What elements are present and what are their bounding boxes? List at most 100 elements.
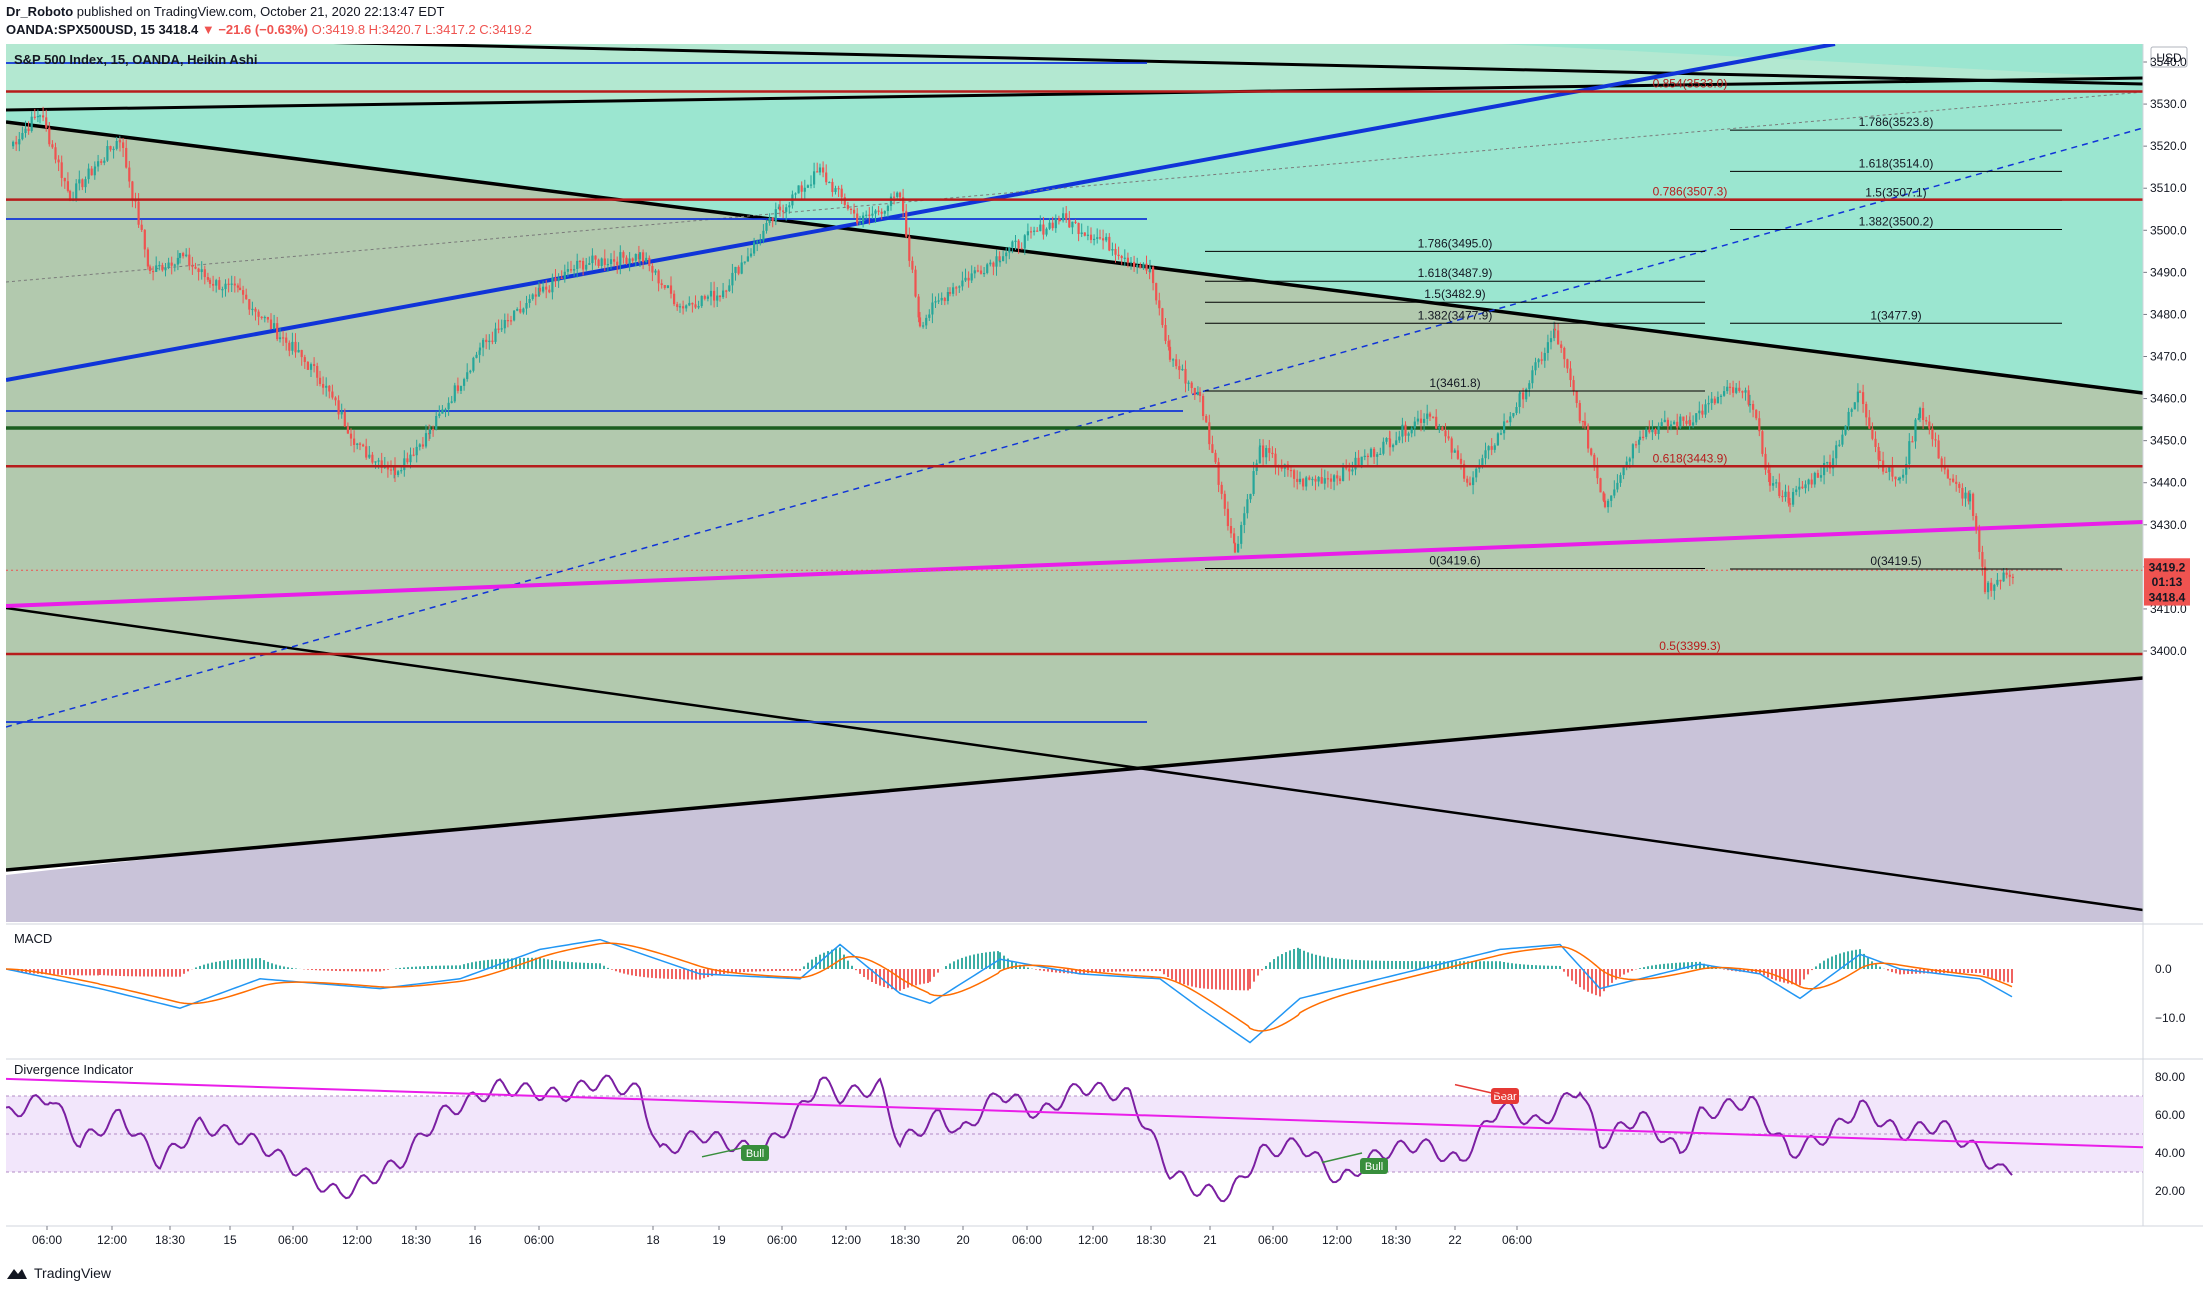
author-name[interactable]: Dr_Roboto — [6, 4, 74, 19]
candle-body — [1931, 428, 1934, 440]
candle-body — [1755, 409, 1758, 419]
candle-body — [1877, 446, 1880, 460]
candle-body — [2002, 572, 2005, 582]
candle-body — [877, 210, 880, 212]
candle-body — [1744, 390, 1747, 393]
candle-body — [1553, 328, 1557, 331]
candle-body — [1376, 454, 1379, 457]
candle-body — [106, 146, 109, 161]
candle-body — [397, 471, 400, 475]
candle-body — [1569, 368, 1572, 381]
candle-body — [1943, 465, 1946, 470]
candle-body — [1148, 267, 1152, 272]
candle-body — [1651, 428, 1654, 433]
candle-body — [248, 299, 251, 310]
divergence-axis: 80.00 60.00 40.00 20.00 — [2155, 1070, 2185, 1198]
candle-body — [1826, 462, 1829, 464]
candle-body — [1525, 389, 1528, 400]
trendlines[interactable] — [6, 35, 2143, 912]
candle-body — [1246, 499, 1249, 514]
macd-pane[interactable]: MACD 0.0 −10.0 — [6, 931, 2186, 1044]
candle-body — [1023, 235, 1026, 249]
candle-body — [889, 196, 893, 206]
candle-body — [874, 210, 877, 214]
time-axis[interactable]: 06:00 12:00 18:30 15 06:00 12:00 18:30 16 06:00 1… — [32, 1226, 1532, 1247]
bull-divergence-line — [1321, 1152, 1363, 1164]
price-axis[interactable]: USD 3540.0 3530.0 3520.0 3510.0 3500.0 3490.0… — [2143, 44, 2203, 922]
candle-body — [1441, 426, 1444, 431]
fib-label: 0(3419.6) — [1429, 554, 1480, 568]
candle-body — [1645, 429, 1648, 437]
time-tick-label: 18:30 — [890, 1233, 920, 1247]
candle-body — [622, 252, 625, 258]
candle-body — [1298, 478, 1302, 482]
candle-body — [1557, 330, 1560, 345]
candle-body — [63, 177, 66, 182]
candle-body — [1329, 478, 1333, 482]
candle-body — [1308, 477, 1311, 480]
candle-body — [1164, 324, 1167, 341]
candle-body — [1326, 478, 1329, 480]
candle-body — [1810, 479, 1813, 485]
candle-body — [534, 294, 537, 297]
fib-label: 1.618(3487.9) — [1418, 266, 1493, 280]
candle-body — [1289, 469, 1293, 472]
candle-body — [1117, 254, 1120, 257]
divergence-signal-badge — [741, 1145, 769, 1161]
candle-body — [896, 192, 899, 197]
candle-body — [1363, 455, 1366, 458]
candle-body — [694, 304, 697, 308]
divergence-pane[interactable]: Divergence Indicator Bull Bull Bear 80.00 6… — [6, 1062, 2185, 1203]
candle-body — [1772, 483, 1775, 486]
candle-body — [1761, 431, 1764, 454]
candle-body — [967, 277, 970, 281]
candle-body — [346, 426, 349, 434]
price-tick-label: 3480.0 — [2150, 307, 2187, 321]
candle-body — [1642, 436, 1645, 438]
candle-body — [93, 166, 97, 169]
candle-body — [227, 283, 230, 285]
main-pane[interactable]: 1.786(3495.0) 1.618(3487.9) 1.5(3482.9) 1.3… — [6, 35, 2143, 922]
candle-body — [1265, 448, 1268, 458]
candle-body — [1033, 230, 1036, 232]
candle-body — [273, 323, 276, 330]
fib-levels[interactable]: 1.786(3495.0) 1.618(3487.9) 1.5(3482.9) 1.3… — [6, 76, 2143, 656]
macd-tick-label: 0.0 — [2155, 962, 2172, 976]
candle-body — [1133, 261, 1136, 268]
candle-body — [718, 295, 722, 298]
candle-body — [300, 350, 303, 358]
candle-body — [979, 270, 983, 274]
candle-body — [365, 446, 368, 458]
candle-body — [862, 215, 865, 224]
candle-body — [1716, 396, 1719, 404]
fib-label: 0(3419.5) — [1870, 554, 1921, 568]
time-tick-label: 18:30 — [1381, 1233, 1411, 1247]
candle-body — [263, 316, 266, 319]
candle-body — [1515, 406, 1518, 414]
candle-body — [743, 261, 746, 263]
candle-body — [1835, 445, 1838, 459]
candle-body — [1787, 491, 1790, 504]
candle-body — [1395, 440, 1398, 445]
candle-body — [834, 188, 837, 192]
candle-body — [813, 171, 816, 185]
candle-body — [1416, 418, 1419, 422]
candle-body — [709, 290, 713, 297]
candle-body — [816, 171, 819, 173]
candle-body — [1798, 486, 1801, 490]
candle-body — [528, 299, 531, 303]
candle-body — [1410, 428, 1413, 434]
candle-body — [1438, 426, 1441, 429]
macd-line — [6, 938, 2013, 1044]
candle-body — [1578, 403, 1581, 421]
candle-body — [843, 197, 846, 205]
tradingview-brand[interactable]: TradingView — [6, 1265, 111, 1281]
price-tick-label: 3430.0 — [2150, 518, 2187, 532]
candle-body — [1583, 421, 1587, 426]
candle-body — [1981, 551, 1984, 567]
candle-body — [245, 294, 248, 300]
candle-body — [371, 454, 374, 463]
candle-body — [631, 258, 634, 261]
candle-body — [428, 429, 432, 434]
